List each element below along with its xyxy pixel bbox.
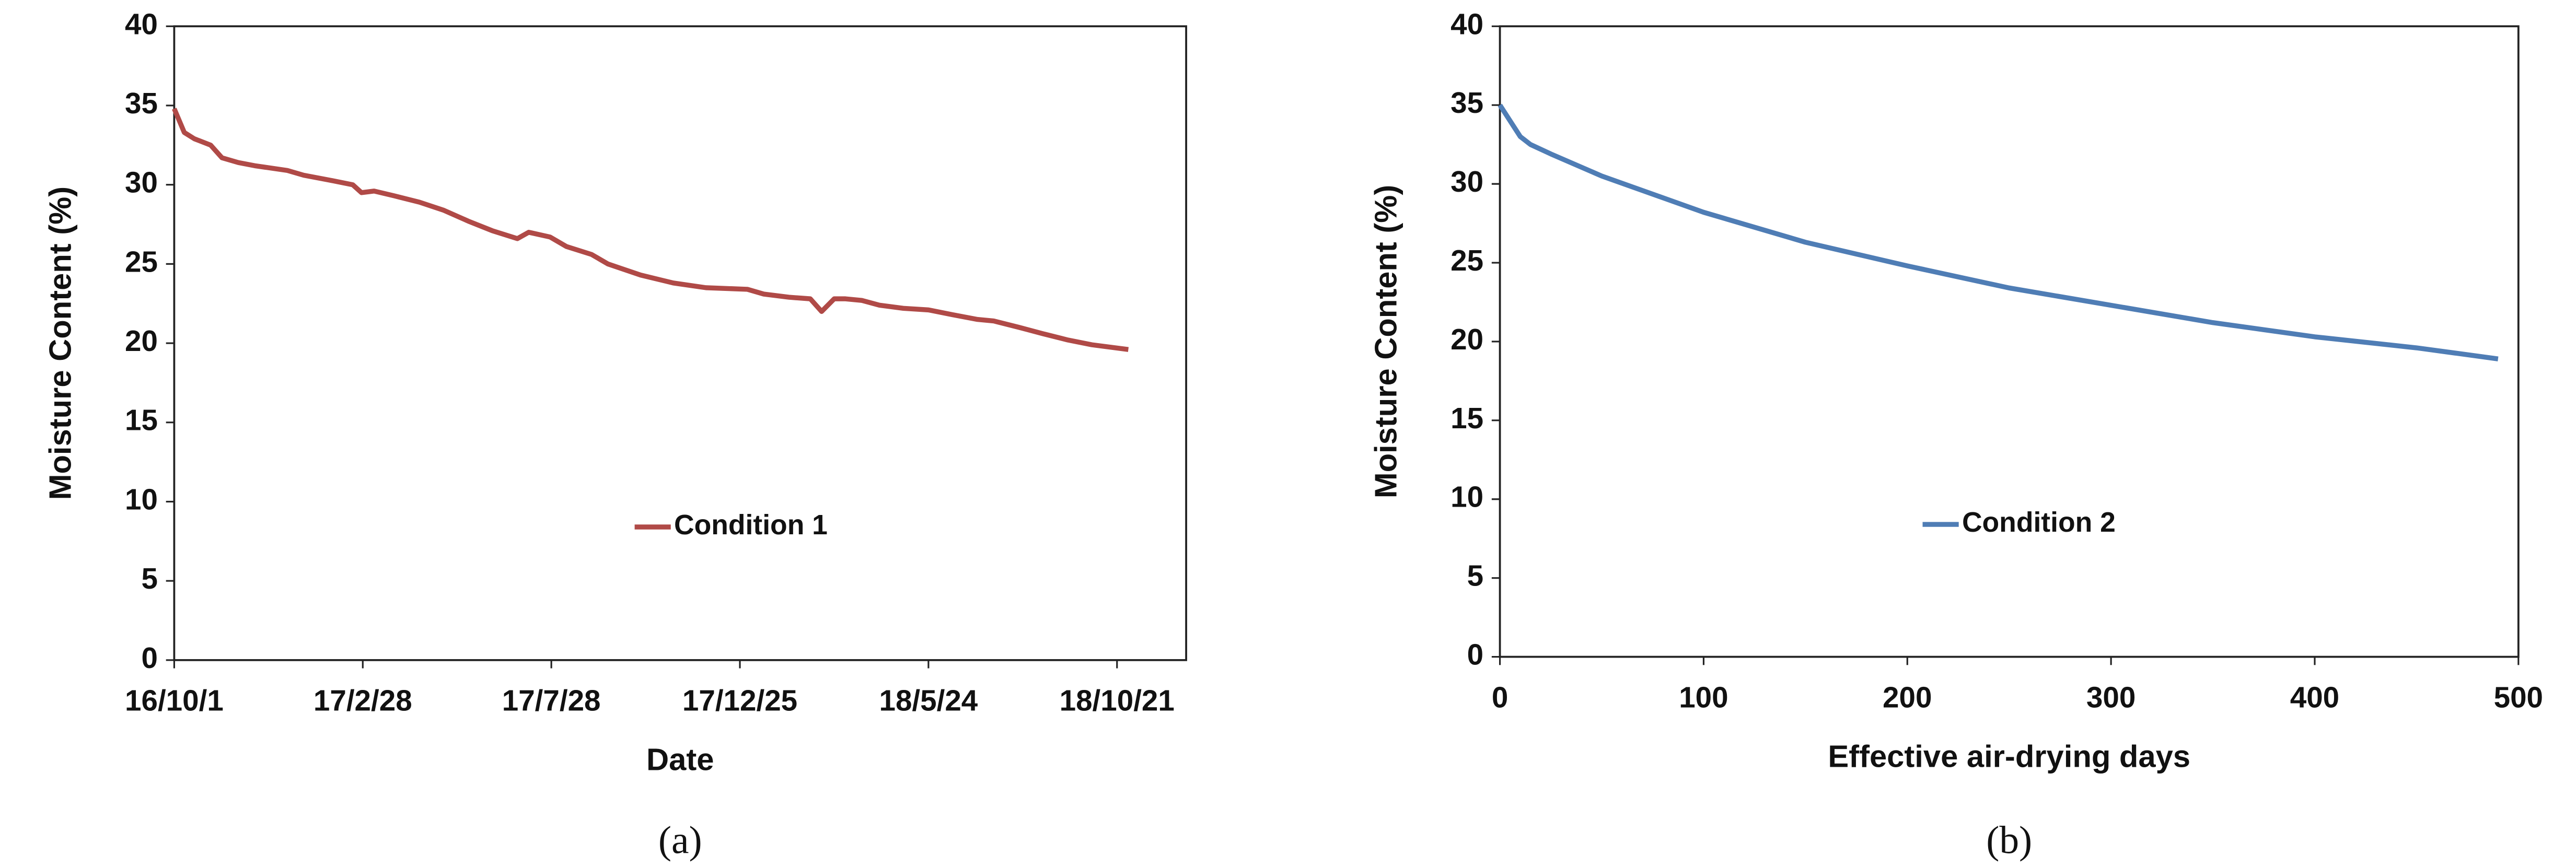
caption: (a) (658, 818, 702, 862)
x-axis-label: Effective air-drying days (1828, 739, 2190, 774)
x-tick-label: 16/10/1 (125, 684, 224, 717)
y-tick-label: 20 (125, 324, 158, 357)
x-tick-label: 300 (2086, 681, 2136, 713)
y-tick-label: 40 (125, 7, 158, 40)
legend-label: Condition 1 (674, 510, 828, 541)
caption: (b) (1986, 818, 2032, 862)
y-tick-label: 30 (1451, 165, 1483, 198)
y-tick-label: 30 (125, 166, 158, 199)
legend-label: Condition 2 (1962, 507, 2116, 538)
x-tick-label: 200 (1883, 681, 1932, 713)
x-tick-label: 17/12/25 (682, 684, 797, 717)
y-tick-label: 20 (1451, 323, 1483, 356)
y-tick-label: 25 (125, 245, 158, 278)
y-axis-label: Moisture Content (%) (1368, 185, 1403, 498)
y-tick-label: 40 (1451, 7, 1483, 40)
x-tick-label: 17/7/28 (502, 684, 601, 717)
y-tick-label: 10 (1451, 481, 1483, 513)
x-tick-label: 500 (2494, 681, 2543, 713)
data-line (1498, 103, 2499, 361)
y-tick-label: 15 (125, 404, 158, 437)
y-tick-label: 5 (142, 562, 158, 595)
plot-frame (173, 25, 1187, 661)
y-tick-label: 10 (125, 483, 158, 515)
y-tick-label: 25 (1451, 244, 1483, 277)
x-tick-label: 18/10/21 (1060, 684, 1175, 717)
x-axis-label: Date (646, 742, 714, 777)
y-tick-label: 15 (1451, 402, 1483, 435)
x-tick-label: 400 (2290, 681, 2339, 713)
y-tick-label: 5 (1467, 559, 1483, 592)
y-tick-label: 0 (1467, 638, 1483, 671)
y-tick-label: 35 (1451, 86, 1483, 119)
x-tick-label: 17/2/28 (314, 684, 412, 717)
y-tick-label: 35 (125, 87, 158, 120)
y-axis-label: Moisture Content (%) (42, 186, 77, 500)
y-tick-label: 0 (142, 641, 158, 674)
x-tick-label: 0 (1492, 681, 1508, 713)
x-tick-label: 100 (1679, 681, 1728, 713)
data-line (172, 108, 1129, 352)
x-tick-label: 18/5/24 (879, 684, 978, 717)
